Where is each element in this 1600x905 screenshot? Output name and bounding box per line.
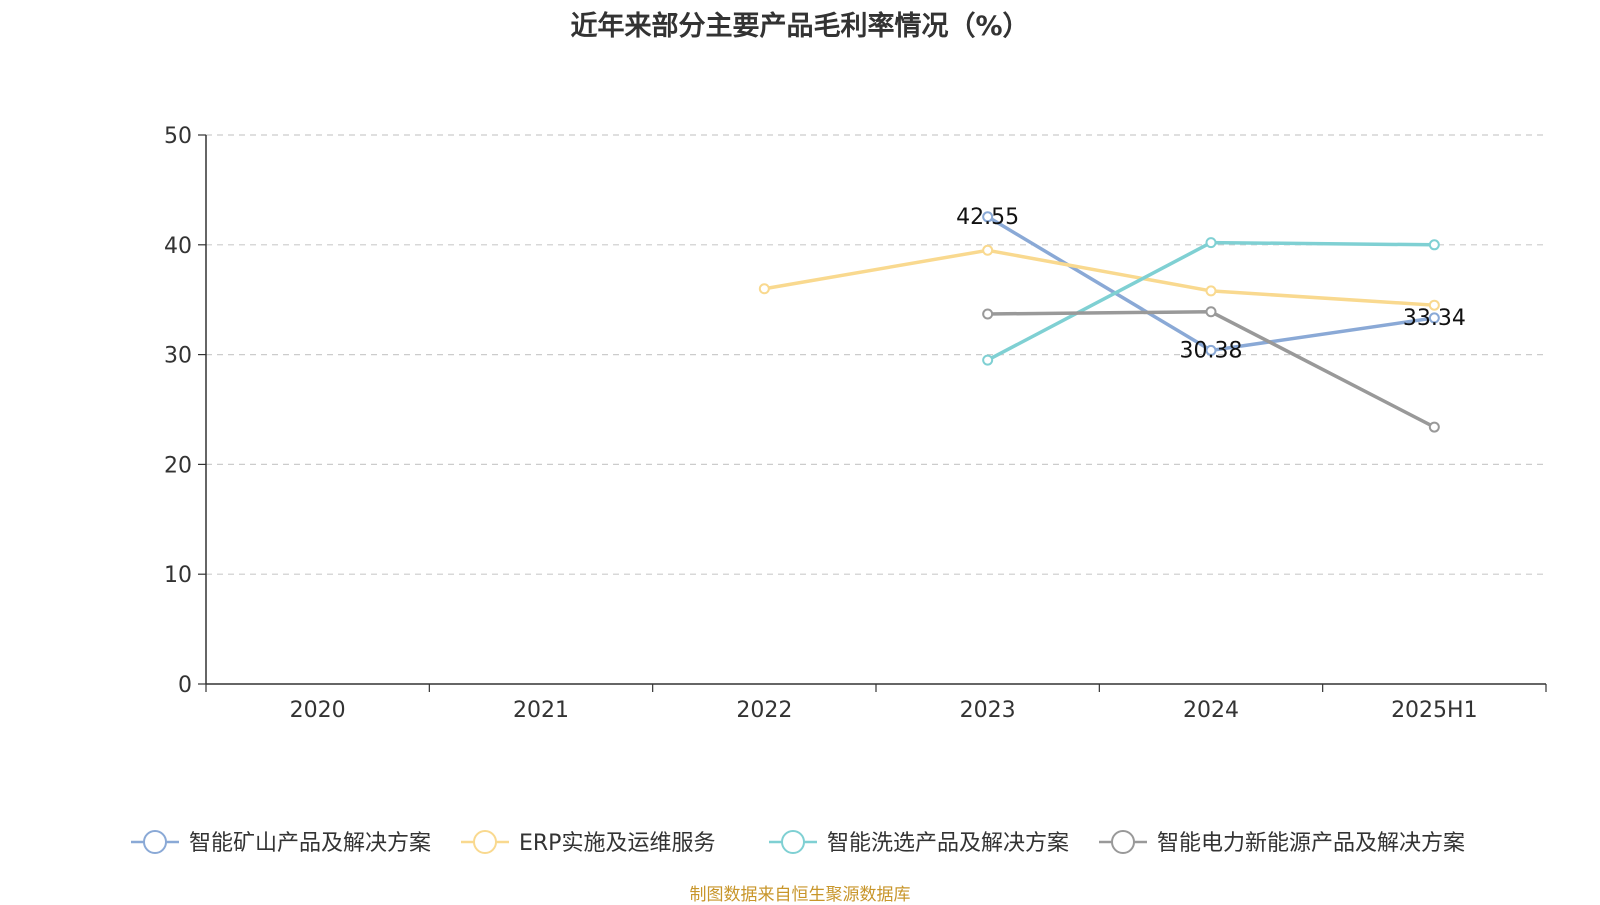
legend-label: 智能矿山产品及解决方案 [189,831,431,856]
x-tick-label: 2024 [1183,698,1239,723]
legend-marker-icon [1111,830,1135,854]
legend-label: 智能电力新能源产品及解决方案 [1157,831,1465,856]
data-point [982,244,994,256]
x-tick-label: 2020 [290,698,346,723]
data-point [1428,239,1440,251]
data-point [1205,285,1217,297]
legend-label: 智能洗选产品及解决方案 [827,831,1069,856]
x-tick-label: 2025H1 [1391,698,1478,723]
data-point [982,354,994,366]
legend-item-2[interactable]: 智能洗选产品及解决方案 [769,830,1069,856]
y-tick-label: 30 [164,344,192,369]
legend-item-0[interactable]: 智能矿山产品及解决方案 [131,830,431,856]
data-point [1205,344,1217,356]
x-tick-label: 2022 [736,698,792,723]
legend-marker-icon [781,830,805,854]
series-line-1 [764,248,1435,307]
legend-item-1[interactable]: ERP实施及运维服务 [461,830,715,856]
line-chart: 0 10 20 30 40 50 2020 2021 2022 2023 2024 2025H1 42… [131,124,1547,856]
chart-title: 近年来部分主要产品毛利率情况（%） [570,11,1030,42]
grid-lines [206,134,1546,575]
data-point [758,283,770,295]
source-note: 制图数据来自恒生聚源数据库 [689,885,911,905]
legend-label: ERP实施及运维服务 [519,831,715,856]
series-line-0 [986,215,1435,353]
data-point [1205,306,1217,318]
data-point [1428,299,1440,311]
data-point [1205,237,1217,249]
x-tick-label: 2023 [960,698,1016,723]
axes: 0 10 20 30 40 50 2020 2021 2022 2023 2024 2025H1 [164,124,1547,723]
data-point [1428,421,1440,433]
legend-item-3[interactable]: 智能电力新能源产品及解决方案 [1099,830,1465,856]
y-tick-label: 0 [178,673,192,698]
data-label: 42.55 [956,205,1019,230]
series-lines [758,211,1440,433]
data-label: 33.34 [1403,306,1466,331]
data-point [1428,312,1440,324]
x-tick-label: 2021 [513,698,569,723]
legend-marker-icon [143,830,167,854]
data-point [982,211,994,223]
data-labels: 42.55 30.38 33.34 [956,205,1466,364]
y-tick-label: 20 [164,453,192,478]
y-tick-label: 50 [164,124,192,149]
y-tick-label: 40 [164,234,192,259]
legend-marker-icon [473,830,497,854]
legend[interactable]: 智能矿山产品及解决方案 ERP实施及运维服务 智能洗选产品及解决方案 智能电力新能源产… [131,830,1465,856]
data-point [982,308,994,320]
data-label: 30.38 [1180,338,1243,363]
y-tick-label: 10 [164,563,192,588]
